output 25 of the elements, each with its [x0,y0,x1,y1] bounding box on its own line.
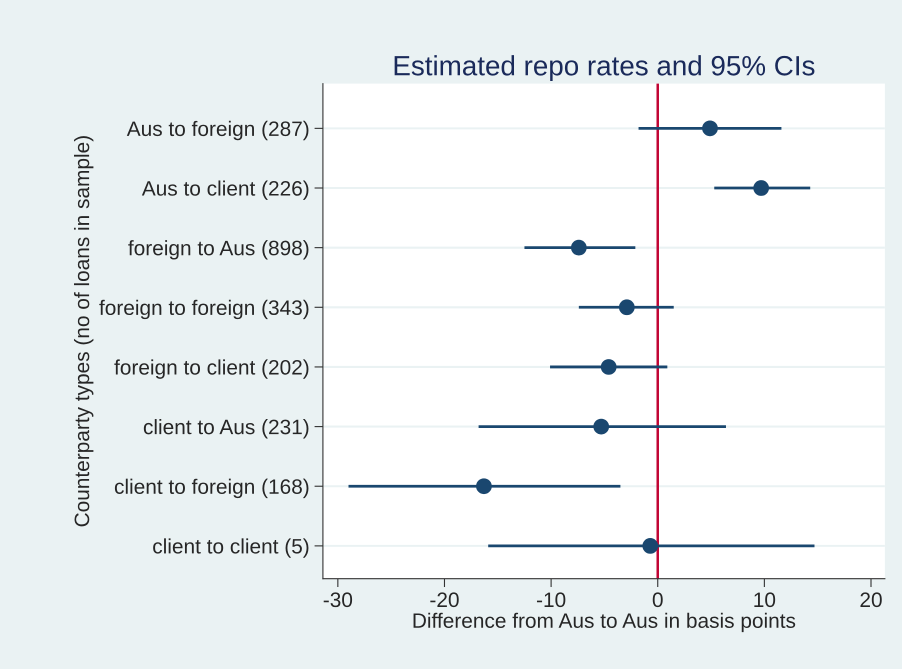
chart-title: Estimated repo rates and 95% CIs [394,55,814,82]
x-tick-label: -20 [430,592,459,608]
y-tick-label: foreign to foreign (343) [99,300,308,320]
y-tick-label: foreign to client (202) [114,359,308,379]
y-tick-label: client to Aus (231) [144,419,308,438]
y-tick-label: client to foreign (168) [114,478,308,498]
x-axis-title: Difference from Aus to Aus in basis points [414,612,796,632]
point [702,120,718,136]
point [570,240,587,256]
x-tick-label: 0 [652,592,663,608]
point [593,418,610,434]
y-tick-label: foreign to Aus (898) [128,240,308,260]
y-tick-label: client to client (5) [153,538,308,558]
point [476,478,492,494]
x-tick-label: 10 [754,592,776,608]
y-tick-label: Aus to client (226) [142,180,308,200]
x-tick-label: 20 [860,592,882,608]
point [618,299,635,316]
point [600,359,617,375]
point [642,538,658,554]
x-tick-label: -10 [536,592,566,608]
y-axis-title: Counterparty types (no of loans in sample) [74,136,94,526]
x-tick-label: -30 [324,592,352,608]
y-tick-label: Aus to foreign (287) [126,120,308,140]
point [753,180,770,196]
